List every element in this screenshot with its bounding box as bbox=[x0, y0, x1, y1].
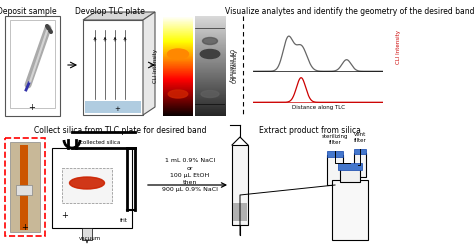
Text: CLI Intensity: CLI Intensity bbox=[396, 30, 401, 63]
Text: Collect silica from TLC plate for desired band: Collect silica from TLC plate for desire… bbox=[34, 126, 206, 135]
Text: UV Intensity: UV Intensity bbox=[234, 49, 238, 83]
Bar bbox=[10, 20, 55, 108]
Text: vent
filter: vent filter bbox=[354, 132, 366, 143]
Bar bbox=[327, 151, 343, 157]
Ellipse shape bbox=[167, 49, 189, 59]
Bar bbox=[52, 148, 132, 228]
Text: +: + bbox=[62, 211, 68, 219]
Bar bbox=[233, 203, 247, 221]
Bar bbox=[82, 228, 92, 240]
Bar bbox=[83, 20, 143, 115]
Ellipse shape bbox=[202, 37, 218, 45]
Text: UV Intensity: UV Intensity bbox=[228, 49, 234, 83]
Bar bbox=[232, 145, 248, 225]
Text: sterilizing
filter: sterilizing filter bbox=[322, 134, 348, 145]
Text: collected silica: collected silica bbox=[80, 140, 120, 145]
Ellipse shape bbox=[201, 91, 219, 97]
Text: Develop TLC plate: Develop TLC plate bbox=[75, 7, 145, 16]
Text: Deposit sample: Deposit sample bbox=[0, 7, 57, 16]
Text: +: + bbox=[21, 224, 28, 232]
Bar bbox=[85, 101, 141, 113]
Text: Visualize analytes and identify the geometry of the desired band: Visualize analytes and identify the geom… bbox=[225, 7, 474, 16]
Bar bbox=[20, 145, 28, 230]
Text: frit: frit bbox=[120, 217, 128, 222]
Ellipse shape bbox=[70, 177, 104, 189]
Polygon shape bbox=[83, 12, 155, 20]
Bar bbox=[5, 138, 45, 236]
Text: Distance along TLC: Distance along TLC bbox=[292, 105, 345, 110]
Text: +: + bbox=[114, 106, 120, 112]
Bar bbox=[10, 142, 40, 232]
Text: +: + bbox=[28, 104, 36, 112]
Bar bbox=[62, 168, 112, 203]
Ellipse shape bbox=[168, 90, 188, 98]
Text: 1 mL 0.9% NaCl
or
100 μL EtOH
then
900 μL 0.9% NaCl: 1 mL 0.9% NaCl or 100 μL EtOH then 900 μ… bbox=[162, 158, 218, 191]
Text: Extract product from silica: Extract product from silica bbox=[259, 126, 361, 135]
Ellipse shape bbox=[200, 49, 220, 59]
Bar bbox=[354, 153, 366, 177]
Bar bbox=[332, 180, 368, 240]
Bar bbox=[338, 163, 362, 170]
Bar bbox=[5, 16, 60, 116]
Bar bbox=[327, 155, 343, 185]
Text: vacuum: vacuum bbox=[79, 235, 101, 241]
Bar bbox=[354, 149, 366, 154]
Bar bbox=[340, 168, 360, 182]
Polygon shape bbox=[143, 12, 155, 115]
Bar bbox=[16, 185, 32, 195]
Text: CLI Intensity: CLI Intensity bbox=[154, 49, 158, 83]
